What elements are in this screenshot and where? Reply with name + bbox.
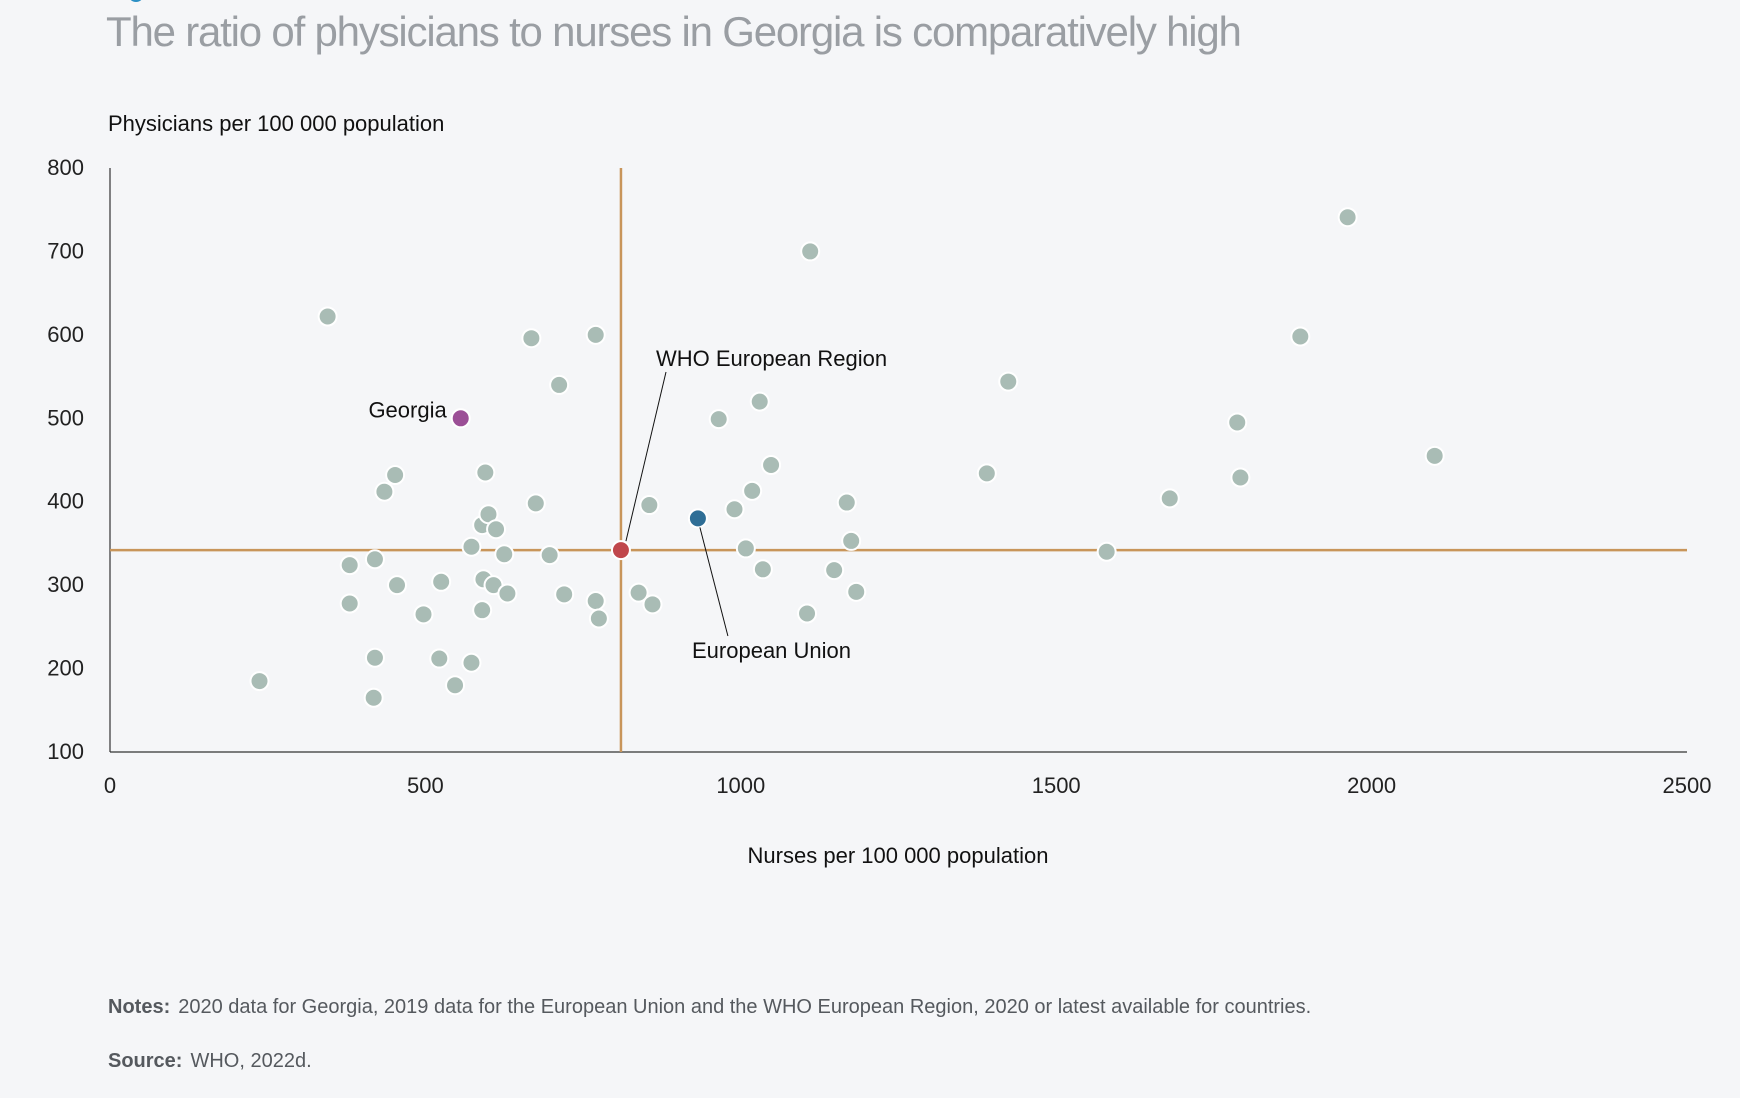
country-point [249, 671, 270, 692]
country-point [461, 652, 482, 673]
country-point [639, 495, 660, 516]
scatter-chart: 100 200 300 400 500 600 700 800 0 500 1000 1500 2000… [47, 111, 1712, 868]
notes: Notes: 2020 data for Georgia, 2019 data f… [108, 996, 1311, 1019]
y-tick-label: 600 [47, 322, 84, 347]
country-point [1096, 541, 1117, 562]
country-point [1424, 445, 1445, 466]
country-point [1337, 207, 1358, 228]
country-point [497, 583, 518, 604]
country-point [1290, 326, 1311, 347]
georgia-point [450, 408, 471, 429]
who-european-region-leader-line [625, 371, 667, 542]
country-point [364, 549, 385, 570]
country-point [339, 555, 360, 576]
x-tick-label: 1000 [716, 773, 765, 798]
country-point [472, 600, 493, 621]
who-european-region-label: WHO European Region [656, 346, 887, 371]
country-point [539, 545, 560, 566]
country-point [588, 608, 609, 629]
country-point [1230, 467, 1251, 488]
country-point [752, 559, 773, 580]
country-point [431, 571, 452, 592]
x-tick-label: 1500 [1032, 773, 1081, 798]
y-tick-label: 100 [47, 739, 84, 764]
notes-label: Notes: [108, 996, 171, 1018]
country-point [413, 604, 434, 625]
country-point [445, 675, 466, 696]
country-point [554, 584, 575, 605]
european-union-point [687, 508, 708, 529]
country-point [363, 687, 384, 708]
y-axis-title: Physicians per 100 000 population [108, 111, 444, 136]
country-point [585, 324, 606, 345]
country-point [761, 455, 782, 476]
who-european-region-point [610, 540, 631, 561]
country-point [521, 328, 542, 349]
x-axis-title: Nurses per 100 000 population [748, 843, 1049, 868]
country-point [998, 371, 1019, 392]
country-point [486, 519, 507, 540]
country-point [494, 544, 515, 565]
source-text: WHO, 2022d. [190, 1050, 312, 1072]
title-accent-mark [128, 0, 144, 2]
country-point [1159, 488, 1180, 509]
notes-text: 2020 data for Georgia, 2019 data for the… [178, 996, 1312, 1018]
y-tick-label: 400 [47, 489, 84, 514]
country-point [976, 463, 997, 484]
country-point [824, 560, 845, 581]
country-point [317, 306, 338, 327]
european-union-leader-line [699, 527, 729, 637]
x-tick-label: 2500 [1663, 773, 1712, 798]
source: Source: WHO, 2022d. [108, 1050, 312, 1073]
country-point [387, 575, 408, 596]
european-union-label: European Union [692, 638, 851, 663]
y-tick-label: 800 [47, 155, 84, 180]
country-point [742, 480, 763, 501]
country-point [628, 582, 649, 603]
country-point [339, 593, 360, 614]
country-point [797, 603, 818, 624]
y-tick-label: 200 [47, 656, 84, 681]
country-point [841, 530, 862, 551]
country-point [735, 538, 756, 559]
country-point [525, 493, 546, 514]
country-point [374, 481, 395, 502]
country-point [461, 536, 482, 557]
georgia-label: Georgia [368, 397, 447, 422]
country-point [846, 581, 867, 602]
y-tick-label: 700 [47, 238, 84, 263]
country-point [724, 499, 745, 520]
x-tick-label: 0 [104, 773, 116, 798]
country-point [708, 409, 729, 430]
country-point [749, 391, 770, 412]
country-point [836, 492, 857, 513]
country-point [1227, 412, 1248, 433]
country-point [642, 594, 663, 615]
y-tick-label: 500 [47, 405, 84, 430]
country-point [429, 648, 450, 669]
source-label: Source: [108, 1050, 183, 1072]
y-tick-label: 300 [47, 572, 84, 597]
chart-title: The ratio of physicians to nurses in Geo… [106, 8, 1242, 55]
country-point [585, 590, 606, 611]
x-tick-label: 2000 [1347, 773, 1396, 798]
country-point [385, 465, 406, 486]
country-point [549, 374, 570, 395]
country-point [475, 462, 496, 483]
country-point [800, 241, 821, 262]
country-point [364, 647, 385, 668]
x-tick-label: 500 [407, 773, 444, 798]
